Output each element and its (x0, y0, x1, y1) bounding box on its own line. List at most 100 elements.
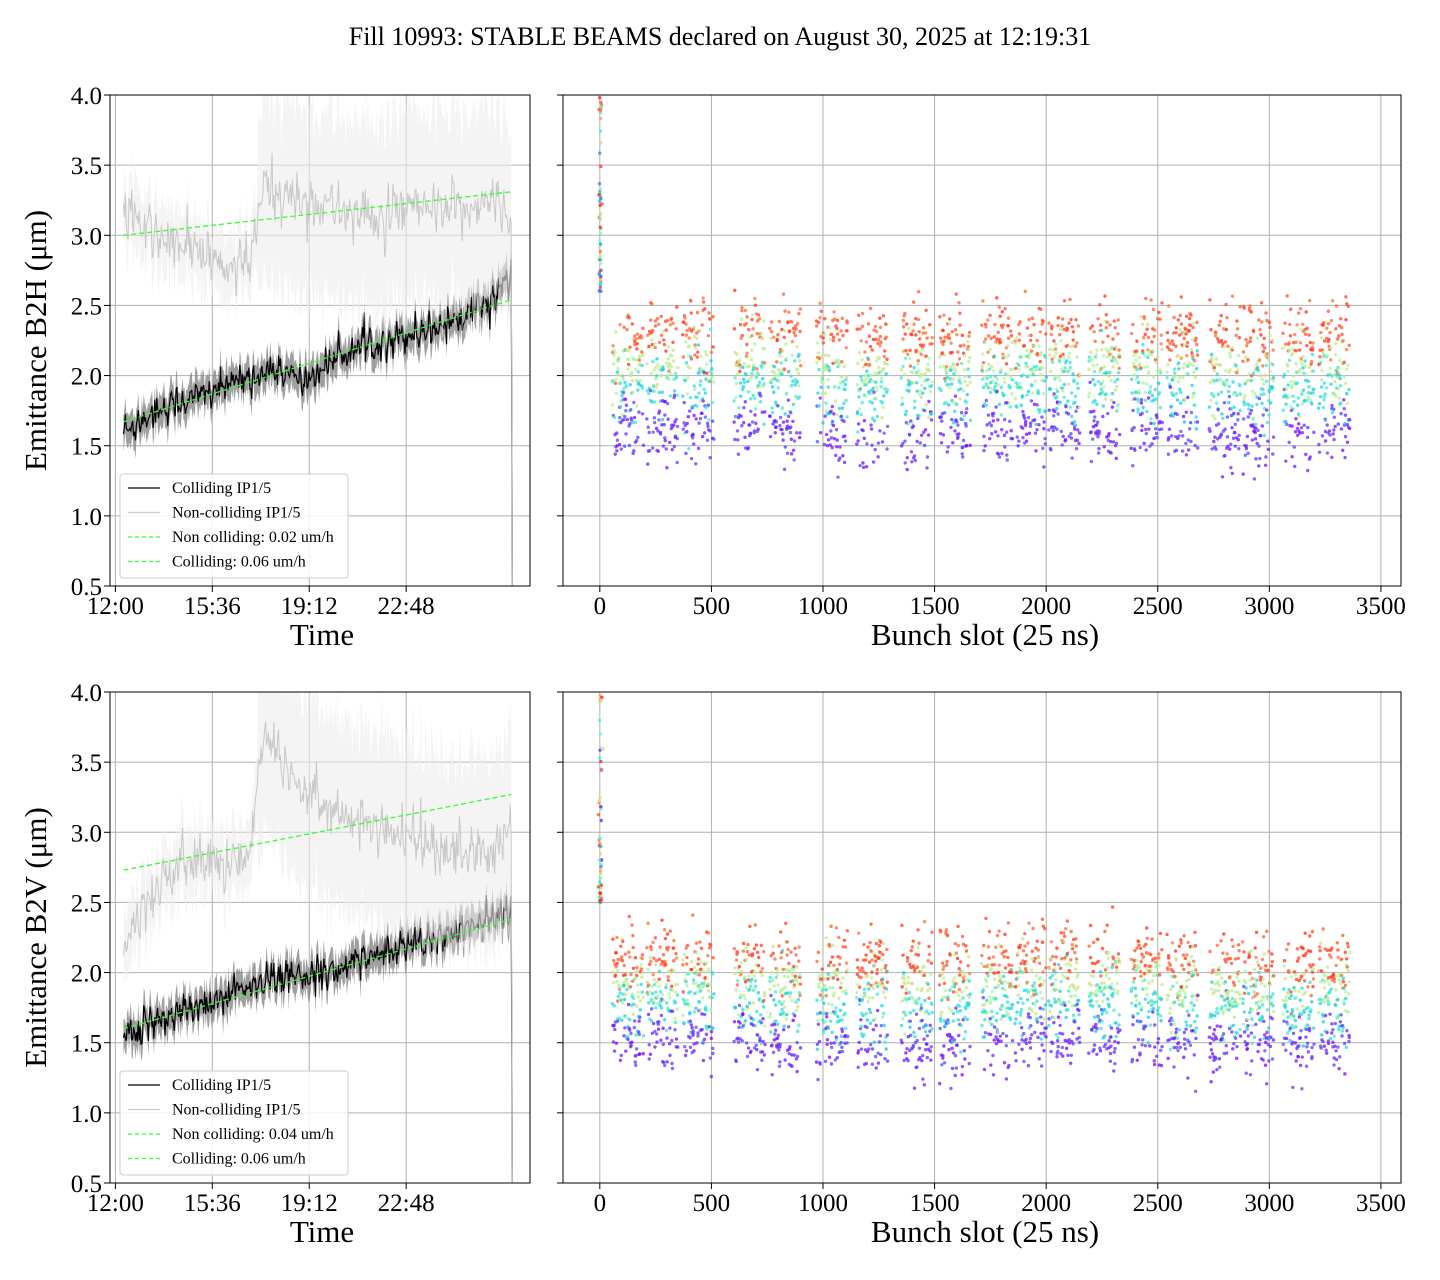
scatter-point (683, 1002, 688, 1006)
scatter-point (706, 953, 710, 958)
scatter-point (867, 334, 872, 338)
scatter-point (832, 310, 836, 314)
scatter-point (1173, 974, 1177, 979)
scatter-point (622, 1034, 626, 1038)
scatter-point (1076, 985, 1080, 990)
scatter-point (921, 343, 926, 347)
scatter-point (1174, 331, 1178, 335)
scatter-point (1137, 965, 1142, 969)
scatter-point (666, 945, 671, 950)
scatter-point (778, 930, 783, 934)
scatter-point (796, 322, 800, 326)
scatter-point (1022, 413, 1026, 417)
scatter-point (826, 977, 830, 981)
scatter-point (772, 1022, 777, 1027)
scatter-point (750, 334, 754, 338)
scatter-point (707, 379, 712, 384)
scatter-point (661, 444, 666, 448)
scatter-point (1100, 1012, 1104, 1016)
scatter-point (1037, 422, 1041, 427)
scatter-point (906, 975, 911, 980)
scatter-point (1034, 449, 1038, 453)
scatter-point (1039, 1015, 1043, 1019)
scatter-point (990, 379, 995, 383)
scatter-point (1281, 331, 1285, 335)
scatter-point (1143, 390, 1148, 394)
scatter-point (834, 1035, 838, 1039)
scatter-point (635, 341, 639, 346)
scatter-point (1038, 990, 1043, 995)
scatter-point (795, 965, 799, 969)
scatter-point (1035, 338, 1039, 343)
scatter-point (857, 351, 862, 355)
axes-frame (562, 94, 1402, 587)
scatter-point (1247, 372, 1251, 376)
scatter-point (1171, 393, 1175, 397)
scatter-point (1184, 410, 1188, 414)
scatter-point (1158, 368, 1163, 372)
scatter-point (927, 944, 931, 949)
scatter-point (833, 384, 837, 389)
scatter-point (1190, 337, 1195, 342)
scatter-point (1135, 1058, 1139, 1062)
scatter-point (709, 1029, 714, 1034)
scatter-point (628, 955, 632, 959)
scatter-point (1143, 1043, 1148, 1048)
scatter-point (901, 973, 906, 977)
scatter-point (1096, 451, 1101, 455)
scatter-point (1263, 463, 1268, 467)
scatter-point (702, 371, 706, 375)
scatter-point (685, 376, 690, 380)
scatter-point (632, 449, 636, 453)
scatter-point (687, 336, 691, 340)
scatter-point (923, 386, 927, 391)
scatter-point (1000, 1003, 1004, 1008)
scatter-point (915, 389, 919, 393)
scatter-point (1052, 354, 1056, 359)
scatter-point (899, 368, 904, 372)
scatter-point (1238, 305, 1242, 309)
scatter-point (794, 327, 798, 331)
scatter-point (624, 977, 629, 982)
scatter-point (877, 1040, 882, 1044)
scatter-point (1088, 923, 1093, 928)
scatter-point (821, 996, 825, 1000)
scatter-point (1090, 1028, 1094, 1032)
scatter-point (665, 361, 669, 365)
scatter-point (786, 947, 790, 952)
scatter-point (1088, 380, 1092, 385)
scatter-point (1285, 422, 1289, 427)
scatter-point (788, 968, 792, 972)
scatter-point (637, 1019, 641, 1023)
scatter-point (930, 930, 934, 934)
scatter-point (651, 1001, 656, 1005)
scatter-point (650, 991, 655, 996)
scatter-point (1104, 347, 1108, 351)
scatter-point (665, 466, 669, 470)
scatter-point (631, 451, 635, 456)
scatter-point (744, 372, 748, 377)
scatter-point (669, 371, 673, 376)
scatter-point (1338, 376, 1342, 381)
scatter-point (762, 347, 767, 351)
scatter-point (1091, 377, 1095, 382)
scatter-point (965, 383, 970, 388)
scatter-point (749, 409, 753, 414)
scatter-point (661, 1026, 665, 1030)
scatter-point (615, 979, 619, 984)
scatter-point (826, 385, 831, 389)
scatter-point (919, 433, 924, 437)
scatter-point (1185, 340, 1190, 345)
scatter-point (648, 955, 653, 960)
scatter-point (663, 959, 667, 964)
scatter-point (762, 361, 767, 365)
scatter-point (859, 975, 863, 980)
scatter-point (946, 997, 950, 1002)
scatter-point (1328, 331, 1332, 335)
scatter-point (1041, 1007, 1045, 1011)
scatter-point (1208, 380, 1213, 384)
scatter-point (1054, 351, 1058, 355)
scatter-point (1133, 448, 1137, 452)
legend-entry: Colliding: 0.06 um/h (172, 554, 306, 571)
scatter-point (1019, 961, 1023, 966)
